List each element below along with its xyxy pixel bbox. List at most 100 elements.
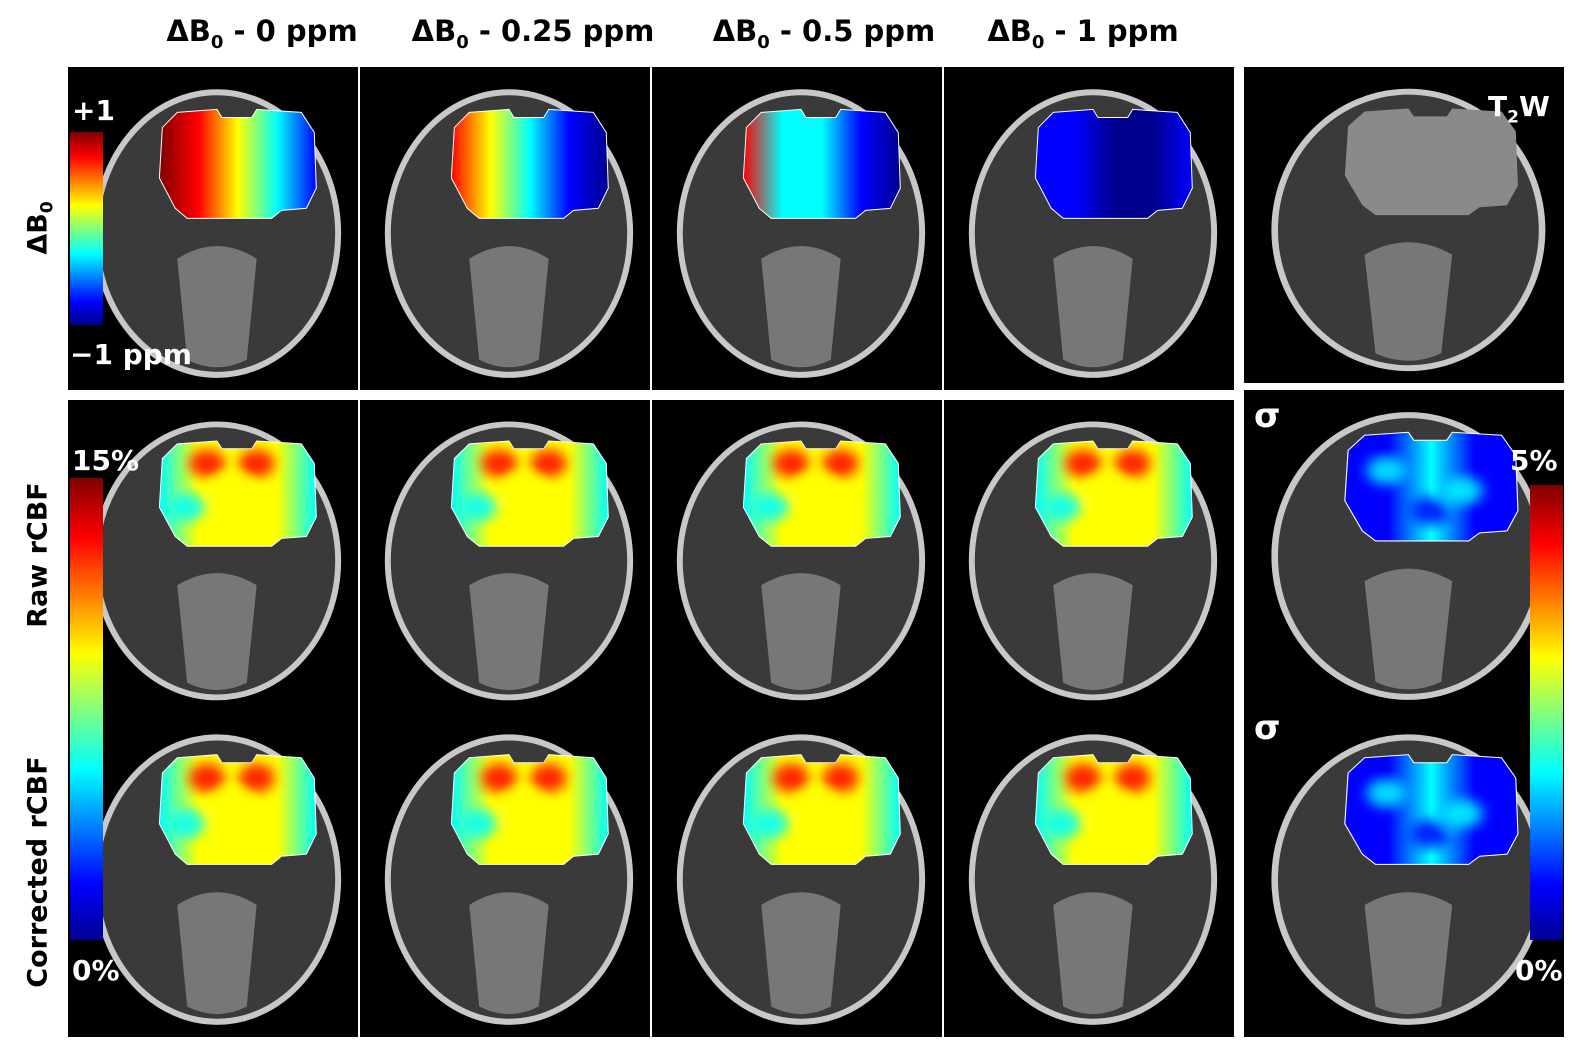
colormap-overlay <box>158 754 317 865</box>
header-text: - 0 ppm <box>223 14 358 48</box>
panel-r2-c0 <box>68 712 358 1037</box>
colormap-overlay <box>1034 108 1193 219</box>
colormap-overlay <box>1034 440 1193 547</box>
db0-colorbar <box>70 132 103 325</box>
column-header-025ppm: ΔB0 - 0.25 ppm <box>412 14 655 53</box>
sigma-corrected-label: σ <box>1254 708 1281 748</box>
row-label-text: Raw rCBF <box>22 482 54 628</box>
t2w-image <box>1271 88 1546 372</box>
colormap-overlay <box>158 108 317 219</box>
rcbf-colorbar-min: 0% <box>72 954 120 987</box>
panel-r1-c3 <box>944 400 1234 712</box>
signal-spot <box>169 809 206 838</box>
t2w-text: T <box>1488 90 1508 123</box>
signal-spot <box>1065 763 1101 793</box>
mri-image <box>384 421 634 701</box>
row-label-text: ΔB <box>22 213 54 255</box>
signal-spot <box>1410 496 1451 525</box>
signal-spot <box>505 478 542 507</box>
sigma-colorbar <box>1530 485 1563 940</box>
mri-image <box>968 89 1218 378</box>
colormap-overlay <box>742 440 901 547</box>
signal-spot <box>1443 476 1483 505</box>
jaw-structure <box>177 246 257 368</box>
signal-spot <box>1089 478 1126 507</box>
panel-r2-c1 <box>360 712 650 1037</box>
panel-r0-c3 <box>944 67 1234 390</box>
jaw-structure <box>1364 568 1453 690</box>
t2w-text: W <box>1518 90 1550 123</box>
colormap-overlay <box>158 440 317 547</box>
header-text: ΔB <box>166 14 211 48</box>
overlay-region <box>158 108 317 219</box>
signal-spot <box>1065 449 1101 478</box>
signal-spot <box>461 493 498 521</box>
jaw-structure <box>761 573 841 691</box>
signal-spot <box>1045 809 1082 838</box>
header-text: ΔB <box>712 14 758 48</box>
panel-r1-c0 <box>68 400 358 712</box>
signal-spot <box>530 449 567 478</box>
db0-colorbar-min: −1 ppm <box>70 338 192 371</box>
column-header-1ppm: ΔB0 - 1 ppm <box>987 14 1178 53</box>
panel-r0-c2 <box>652 67 942 390</box>
header-text: ΔB <box>411 14 457 48</box>
sigma-colorbar-max: 5% <box>1510 444 1558 477</box>
sigma-raw-label: σ <box>1254 396 1281 436</box>
panel-r1-c1 <box>360 400 650 712</box>
jaw-structure <box>1053 246 1133 368</box>
header-text: - 0.5 ppm <box>769 14 936 48</box>
header-subscript: 0 <box>456 31 469 53</box>
signal-spot <box>189 763 225 793</box>
mri-image <box>968 421 1218 701</box>
sigma-colorbar-min: 0% <box>1515 954 1563 987</box>
colormap-overlay <box>742 754 901 865</box>
column-header-0ppm: ΔB0 - 0 ppm <box>166 14 357 53</box>
rcbf-colorbar <box>70 478 103 940</box>
t2w-subscript: 2 <box>1507 107 1519 128</box>
signal-spot <box>1366 456 1407 485</box>
overlay-region <box>450 108 609 219</box>
jaw-structure <box>177 892 257 1015</box>
row-label-corrected-rcbf: Corrected rCBF <box>23 756 54 987</box>
t2w-label: T2W <box>1488 90 1550 128</box>
overlay-region <box>742 108 901 219</box>
mri-image <box>676 734 926 1025</box>
brain-tissue <box>1344 108 1518 216</box>
panel-r2-c3 <box>944 712 1234 1037</box>
jaw-structure <box>1053 892 1133 1015</box>
mri-image <box>676 421 926 701</box>
panel-sigma-corrected <box>1244 712 1564 1037</box>
row-label-raw-rcbf: Raw rCBF <box>23 482 54 628</box>
signal-spot <box>481 763 517 793</box>
mri-image <box>1271 412 1546 700</box>
jaw-structure <box>1053 573 1133 691</box>
overlay-region <box>1034 108 1193 219</box>
signal-spot <box>1410 819 1451 849</box>
mri-image <box>968 734 1218 1025</box>
mri-image <box>384 89 634 378</box>
header-subscript: 0 <box>210 31 224 53</box>
jaw-structure <box>469 892 549 1015</box>
colormap-overlay <box>742 108 901 219</box>
signal-spot <box>1089 794 1126 823</box>
signal-spot <box>753 493 790 521</box>
panel-sigma-raw <box>1244 390 1564 712</box>
signal-spot <box>530 763 567 793</box>
signal-spot <box>169 493 206 521</box>
signal-spot <box>1443 799 1483 828</box>
jaw-structure <box>1364 892 1453 1015</box>
mri-image <box>1271 734 1546 1025</box>
rcbf-colorbar-max: 15% <box>72 444 140 477</box>
header-subscript: 0 <box>757 31 770 53</box>
mri-image <box>676 89 926 378</box>
signal-spot <box>213 478 250 507</box>
signal-spot <box>238 449 275 478</box>
signal-spot <box>1045 493 1082 521</box>
colormap-overlay <box>450 754 609 865</box>
row-label-db0: ΔB0 <box>22 201 57 254</box>
column-header-05ppm: ΔB0 - 0.5 ppm <box>713 14 936 53</box>
colormap-overlay <box>1344 431 1519 542</box>
mri-image <box>384 734 634 1025</box>
signal-spot <box>822 449 859 478</box>
